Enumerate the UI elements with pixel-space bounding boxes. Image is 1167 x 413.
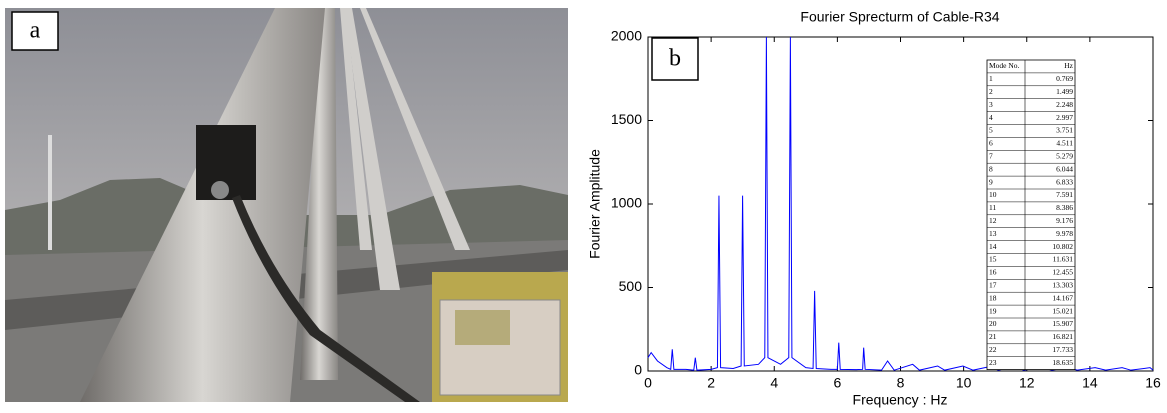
x-tick-label: 10 (956, 375, 972, 391)
table-cell: 23 (989, 358, 997, 367)
table-cell: 1.499 (1056, 87, 1073, 96)
table-cell: 22 (989, 345, 997, 354)
y-tick-label: 500 (619, 278, 643, 294)
table-cell: 3 (989, 100, 993, 109)
chart-title: Fourier Sprecturm of Cable-R34 (800, 9, 999, 25)
table-cell: 10.802 (1052, 242, 1073, 251)
table-cell: 4.511 (1056, 139, 1073, 148)
table-cell: 6.044 (1056, 164, 1073, 173)
table-cell: 4 (989, 113, 993, 122)
table-cell: 12.455 (1052, 268, 1073, 277)
x-axis-label: Frequency : Hz (853, 392, 948, 408)
y-tick-label: 1500 (611, 111, 642, 127)
table-cell: 12 (989, 216, 997, 225)
table-header: Hz (1064, 61, 1073, 70)
table-cell: 9 (989, 177, 993, 186)
table-cell: 6 (989, 139, 993, 148)
table-cell: 1 (989, 74, 993, 83)
panel-label-box (651, 37, 699, 81)
table-cell: 5 (989, 126, 993, 135)
table-cell: 11 (989, 203, 996, 212)
x-tick-label: 8 (897, 375, 905, 391)
table-cell: 18 (989, 293, 997, 302)
x-tick-label: 6 (833, 375, 841, 391)
table-cell: 9.978 (1056, 229, 1073, 238)
mode-table: Mode No. Hz 1 0.769 2 1.499 3 2.248 4 2.997 5 3.751… (986, 59, 1076, 371)
x-tick-label: 4 (770, 375, 778, 391)
table-header: Mode No. (989, 61, 1020, 70)
table-cell: 6.833 (1056, 177, 1073, 186)
x-tick-label: 16 (1145, 375, 1161, 391)
table-cell: 14 (989, 242, 997, 251)
table-cell: 15 (989, 255, 997, 264)
table-cell: 15.907 (1052, 319, 1073, 328)
table-cell: 17 (989, 280, 997, 289)
table-cell: 3.751 (1056, 126, 1073, 135)
table-cell: 16 (989, 268, 997, 277)
table-cell: 2.997 (1056, 113, 1073, 122)
table-cell: 15.021 (1052, 306, 1073, 315)
y-tick-label: 2000 (611, 28, 642, 44)
table-cell: 10 (989, 190, 997, 199)
table-cell: 7.591 (1056, 190, 1073, 199)
table-cell: 14.167 (1052, 293, 1073, 302)
table-cell: 5.279 (1056, 151, 1073, 160)
photo: a (5, 8, 568, 402)
x-tick-label: 14 (1082, 375, 1098, 391)
panel-label: b (669, 46, 681, 72)
table-cell: 18.635 (1052, 358, 1073, 367)
table-cell: 11.631 (1053, 255, 1074, 264)
table-cell: 13.303 (1052, 280, 1073, 289)
y-tick-label: 1000 (611, 195, 642, 211)
table-cell: 20 (989, 319, 997, 328)
table-cell: 2 (989, 87, 993, 96)
x-tick-label: 2 (707, 375, 715, 391)
panel-label: a (30, 18, 41, 44)
x-tick-label: 0 (644, 375, 652, 391)
table-cell: 7 (989, 151, 993, 160)
table-cell: 8.386 (1056, 203, 1073, 212)
table-cell: 2.248 (1056, 100, 1073, 109)
table-cell: 8 (989, 164, 993, 173)
y-tick-label: 0 (634, 362, 642, 378)
y-axis-label: Fourier Amplitude (587, 149, 603, 259)
table-cell: 19 (989, 306, 997, 315)
table-cell: 0.769 (1056, 74, 1073, 83)
table-cell: 16.821 (1052, 332, 1073, 341)
plot-area (647, 36, 1154, 372)
table-cell: 17.733 (1052, 345, 1073, 354)
table-cell: 13 (989, 229, 997, 238)
table-cell: 9.176 (1056, 216, 1073, 225)
x-tick-label: 12 (1019, 375, 1035, 391)
table-cell: 21 (989, 332, 997, 341)
